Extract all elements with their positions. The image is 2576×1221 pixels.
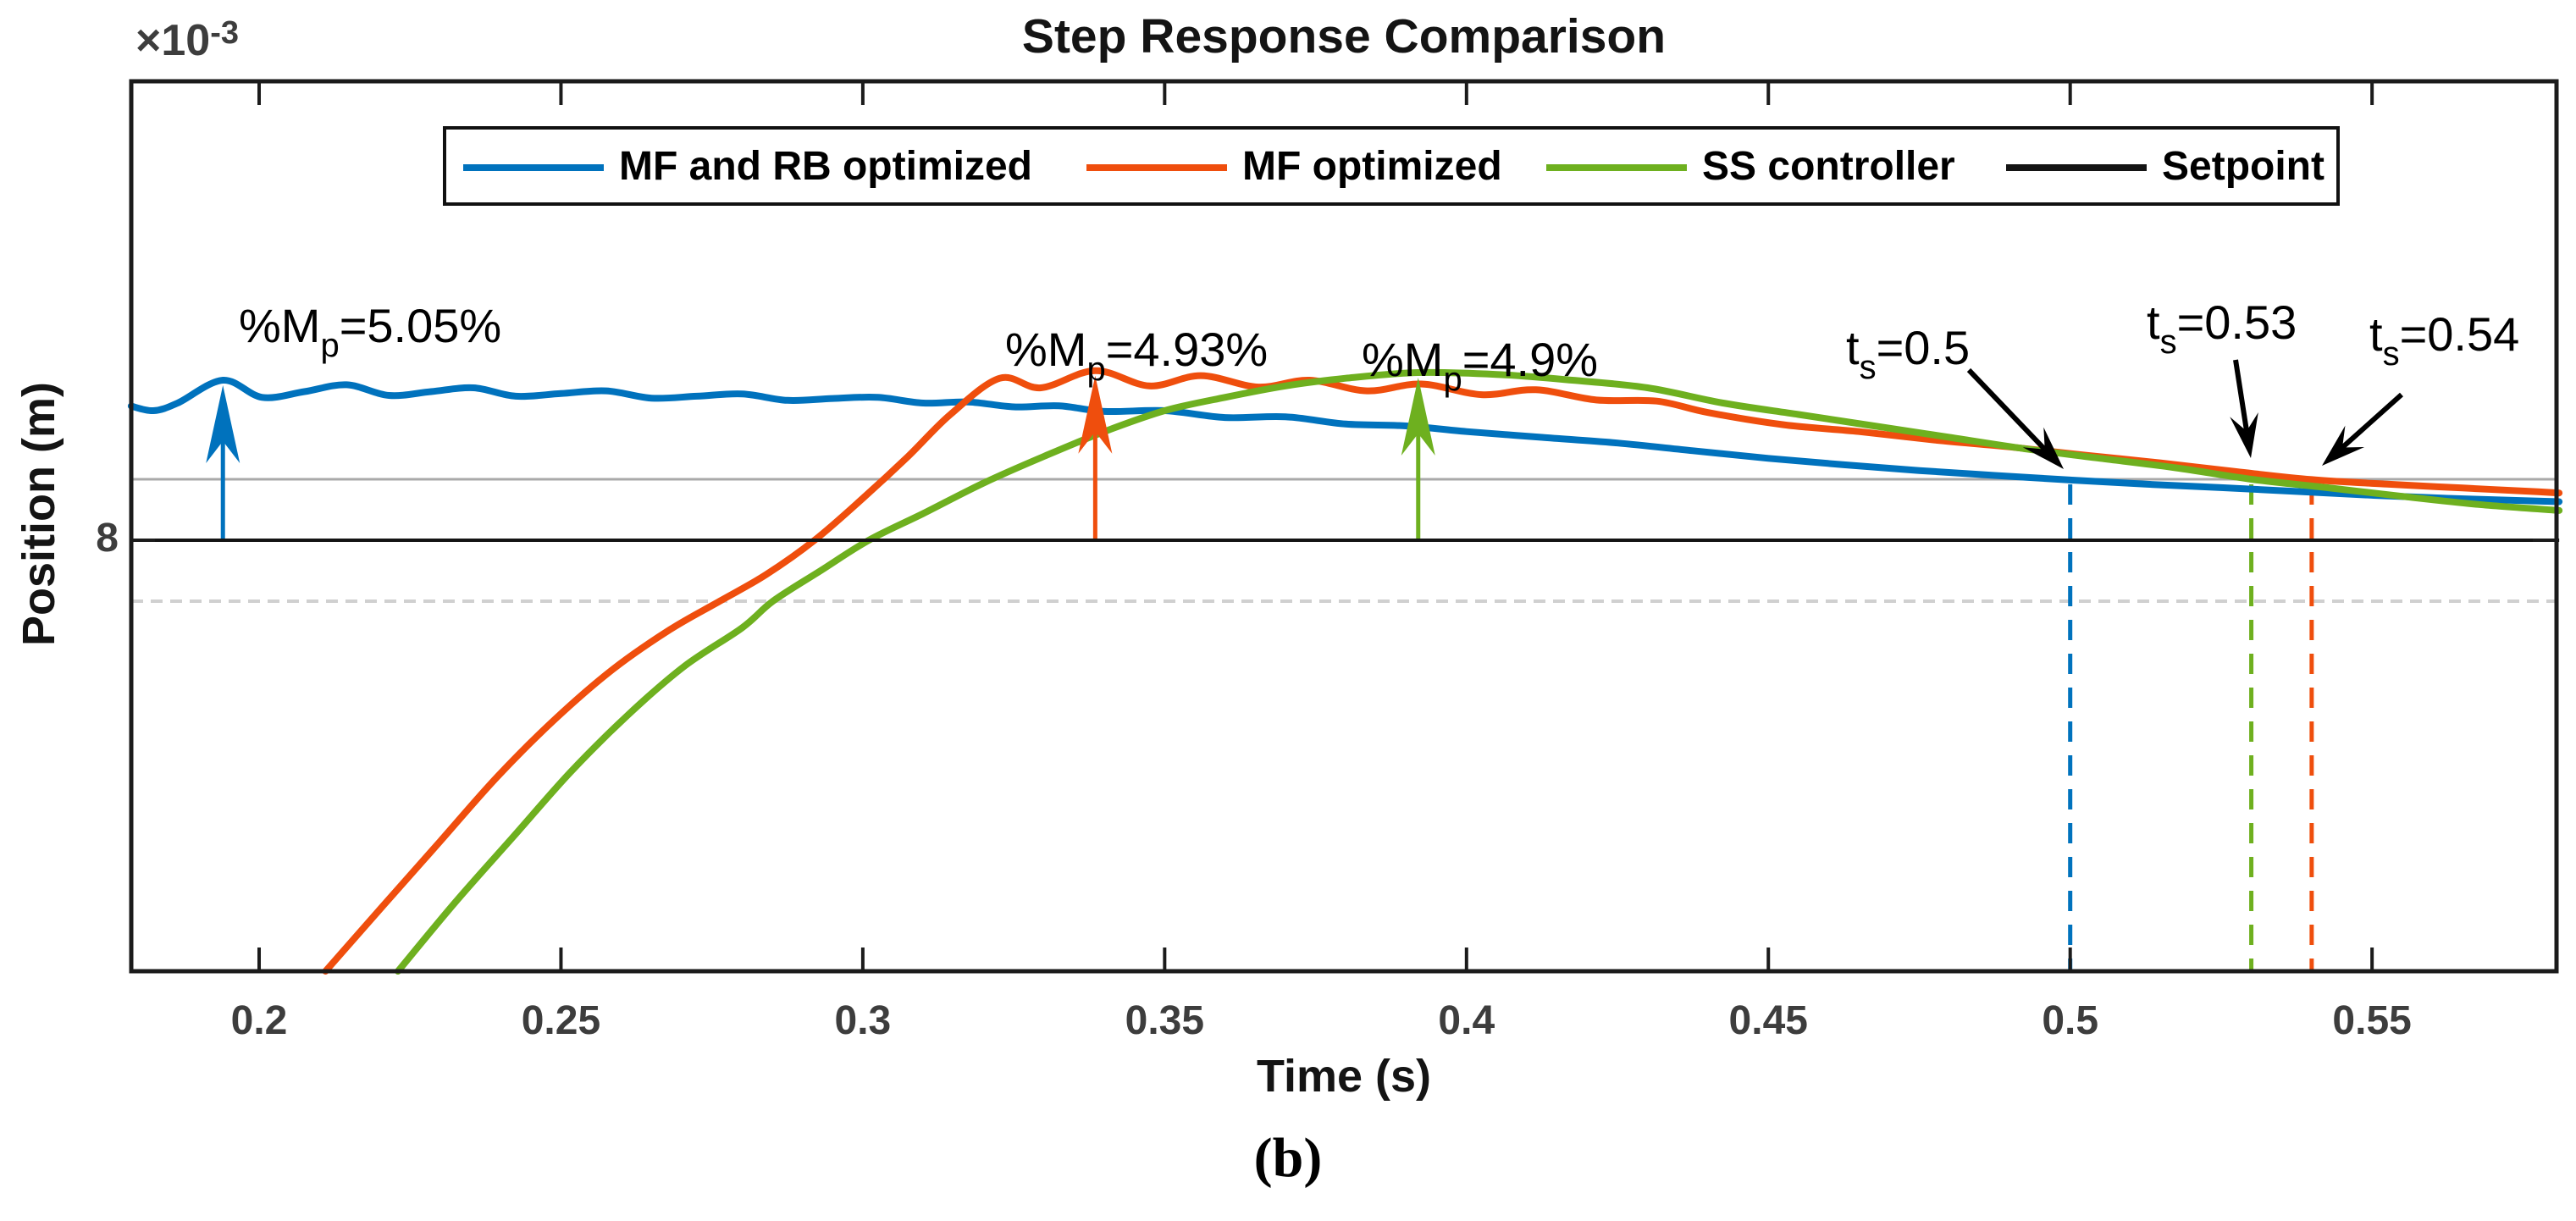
settling-arrow-shaft-1: [2233, 359, 2250, 432]
legend-label-mf-optimized: MF optimized: [1242, 143, 1502, 189]
curve-mf-optimized: [322, 367, 2563, 975]
offset-prefix: ×10: [135, 16, 211, 65]
settling-annotation-2: ts=0.54: [2369, 307, 2520, 373]
legend-swatch-setpoint: [2006, 164, 2147, 171]
legend: MF and RB optimized MF optimized SS cont…: [443, 126, 2340, 206]
x-tick-label: 0.2: [230, 998, 288, 1043]
x-tick-label: 0.45: [1728, 998, 1808, 1043]
figure-caption: (b): [1253, 1127, 1323, 1189]
chart-title: Step Response Comparison: [1021, 9, 1667, 64]
settling-arrow-shaft-2: [2341, 392, 2403, 450]
legend-swatch-mf-rb-optimized: [463, 164, 604, 171]
settling-annotation-0: ts=0.5: [1846, 321, 1971, 386]
x-axis-label: Time (s): [1256, 1051, 1432, 1102]
settling-arrowhead-0: [2022, 427, 2064, 469]
x-tick-label: 0.35: [1125, 998, 1205, 1043]
legend-label-ss-controller: SS controller: [1702, 143, 1955, 189]
y-tick-label: 8: [96, 516, 119, 561]
settling-arrowhead-1: [2230, 412, 2258, 458]
x-tick-label: 0.4: [1438, 998, 1495, 1043]
settling-annotation-1: ts=0.53: [2147, 296, 2297, 361]
overshoot-arrowhead-0: [206, 385, 240, 463]
settling-arrow-shaft-0: [1966, 367, 2047, 451]
x-tick-label: 0.3: [834, 998, 892, 1043]
x-tick-label: 0.55: [2332, 998, 2412, 1043]
legend-swatch-ss-controller: [1546, 164, 1687, 171]
legend-label-mf-rb-optimized: MF and RB optimized: [619, 143, 1032, 189]
overshoot-annotation-2: %Mp=4.9%: [1362, 333, 1599, 398]
x-tick-label: 0.25: [521, 998, 601, 1043]
overshoot-arrowhead-2: [1401, 378, 1435, 456]
y-axis-offset-label: ×10-3: [135, 15, 239, 66]
curve-ss-controller: [395, 368, 2563, 975]
y-axis-label: Position (m): [14, 382, 64, 646]
overshoot-arrowhead-1: [1078, 375, 1113, 454]
settling-arrowhead-2: [2322, 425, 2365, 466]
legend-swatch-mf-optimized: [1086, 164, 1227, 171]
offset-exponent: -3: [210, 15, 240, 51]
overshoot-annotation-1: %Mp=4.93%: [1005, 323, 1269, 388]
axes-box: [129, 79, 2559, 974]
x-tick-label: 0.5: [2042, 998, 2099, 1043]
legend-label-setpoint: Setpoint: [2162, 143, 2324, 189]
curve-mf-and-rb-optimized: [127, 377, 2563, 506]
overshoot-annotation-0: %Mp=5.05%: [239, 299, 502, 364]
